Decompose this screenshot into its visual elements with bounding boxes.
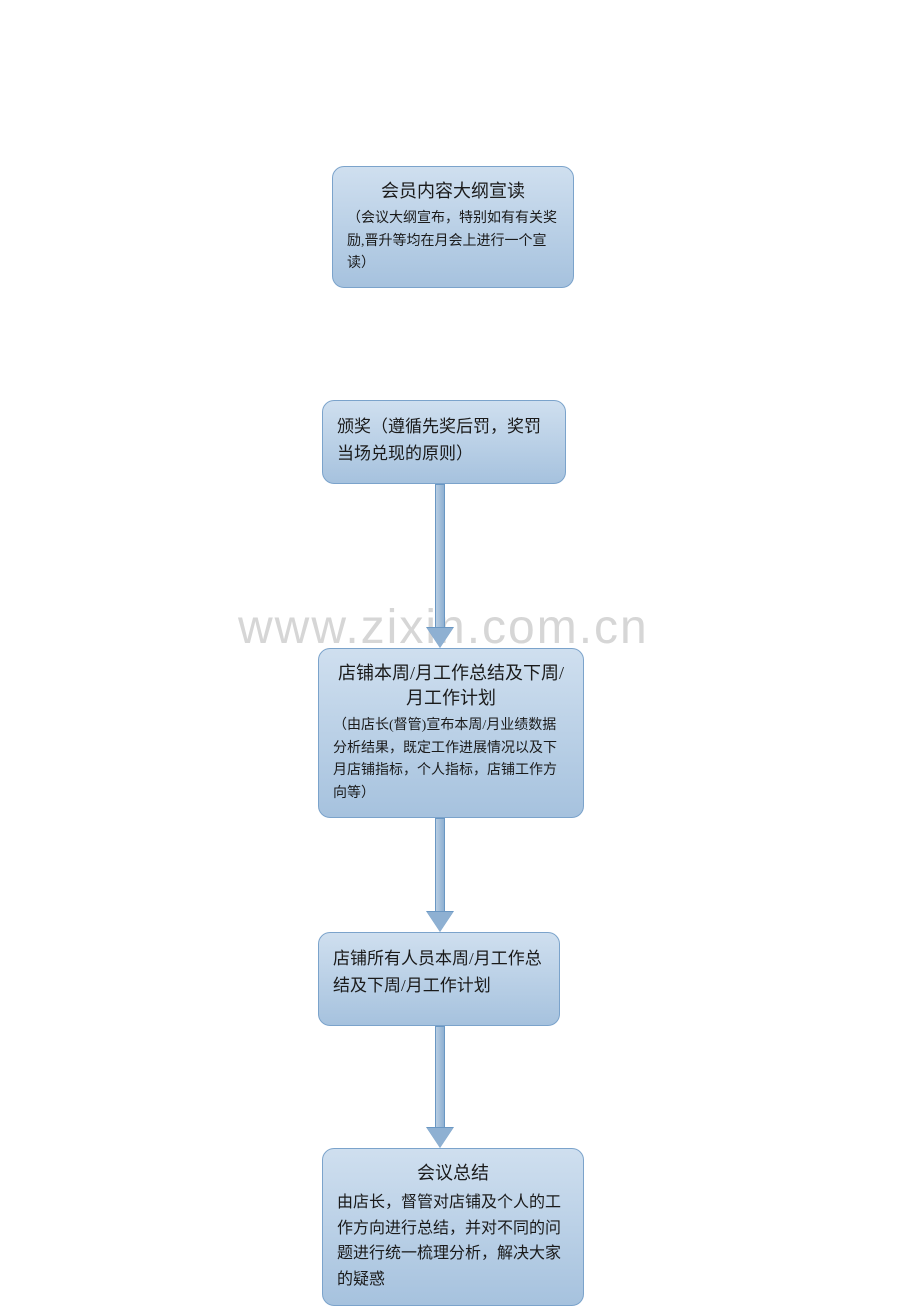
arrow-shaft <box>435 818 445 912</box>
flow-node-summary-plan: 店铺本周/月工作总结及下周/月工作计划 （由店长(督管)宣布本周/月业绩数据分析… <box>318 648 584 818</box>
node-title: 店铺本周/月工作总结及下周/月工作计划 <box>333 661 569 711</box>
flow-arrow <box>427 484 453 648</box>
arrow-head-icon <box>427 628 453 648</box>
arrow-head-icon <box>427 1128 453 1148</box>
node-body: （会议大纲宣布，特别如有有关奖励,晋升等均在月会上进行一个宣读） <box>347 208 559 275</box>
flow-node-staff-summary: 店铺所有人员本周/月工作总结及下周/月工作计划 <box>318 932 560 1026</box>
arrow-head-icon <box>427 912 453 932</box>
arrow-shaft <box>435 484 445 628</box>
flow-arrow <box>427 818 453 932</box>
flow-node-meeting-summary: 会议总结 由店长，督管对店铺及个人的工作方向进行总结，并对不同的问题进行统一梳理… <box>322 1148 584 1306</box>
node-body: 店铺所有人员本周/月工作总结及下周/月工作计划 <box>333 945 545 999</box>
node-body: 由店长，督管对店铺及个人的工作方向进行总结，并对不同的问题进行统一梳理分析，解决… <box>337 1190 569 1292</box>
flow-node-award: 颁奖（遵循先奖后罚，奖罚当场兑现的原则） <box>322 400 566 484</box>
node-body: 颁奖（遵循先奖后罚，奖罚当场兑现的原则） <box>337 413 551 467</box>
flow-node-outline-announce: 会员内容大纲宣读 （会议大纲宣布，特别如有有关奖励,晋升等均在月会上进行一个宣读… <box>332 166 574 288</box>
node-body: （由店长(督管)宣布本周/月业绩数据分析结果，既定工作进展情况以及下月店铺指标，… <box>333 715 569 805</box>
flow-arrow <box>427 1026 453 1148</box>
node-title: 会议总结 <box>337 1161 569 1186</box>
arrow-shaft <box>435 1026 445 1128</box>
node-title: 会员内容大纲宣读 <box>347 179 559 204</box>
